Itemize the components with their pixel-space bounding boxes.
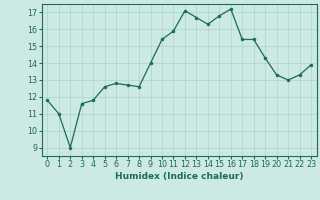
X-axis label: Humidex (Indice chaleur): Humidex (Indice chaleur) <box>115 172 244 181</box>
